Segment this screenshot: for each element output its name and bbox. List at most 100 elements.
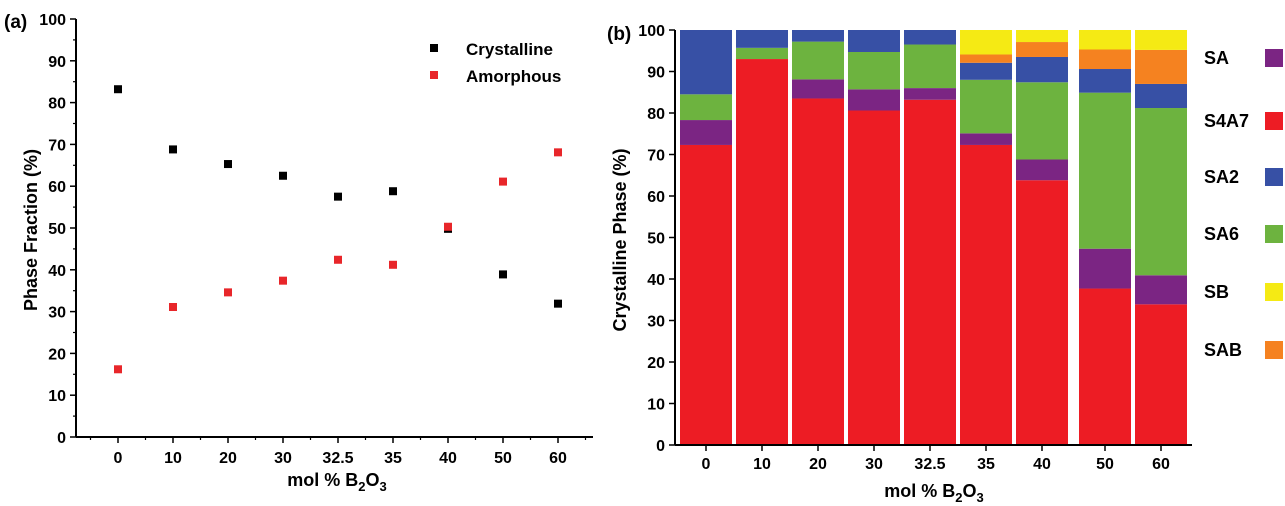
legend-swatch-sb (1265, 283, 1283, 301)
panel-a-x-tick-label: 40 (439, 450, 457, 467)
bar-segment-sa2-60 (1135, 83, 1187, 109)
panel-b-y-tick-label: 70 (647, 148, 665, 165)
panel-a-legend: Crystalline Amorphous (430, 40, 561, 86)
panel-b-y-tick-label: 20 (647, 355, 665, 372)
panel-b-y-axis-label: Crystalline Phase (%) (610, 148, 630, 331)
point-crystalline-30 (279, 171, 287, 180)
point-amorphous-35 (389, 260, 397, 269)
panel-a-x-tick-label: 50 (494, 450, 512, 467)
panel-b-x-tick-label: 50 (1096, 456, 1114, 473)
point-crystalline-32-5 (334, 192, 342, 201)
bar-segment-sa6-0 (680, 94, 732, 121)
panel-b-label: (b) (607, 24, 631, 45)
panel-a-data-points (114, 85, 562, 374)
bar-segment-sa2-32-5 (904, 30, 956, 45)
panel-b-y-tick-label: 40 (647, 272, 665, 289)
bar-segment-s4a7-60 (1135, 304, 1187, 445)
bar-segment-sa2-30 (848, 30, 900, 52)
bar-segment-s4a7-35 (960, 144, 1012, 445)
legend-label-s4a7: S4A7 (1204, 111, 1249, 131)
panel-b-x-tick-label: 32.5 (914, 456, 945, 473)
bar-segment-sa2-0 (680, 30, 732, 95)
panel-b-x-tick-label: 20 (809, 456, 827, 473)
panel-b-x-axis-label: mol % B2O3 (884, 481, 984, 505)
bar-segment-sa6-30 (848, 51, 900, 90)
point-crystalline-10 (169, 145, 177, 154)
legend-label-sa6: SA6 (1204, 224, 1239, 244)
panel-b-x-tick-label: 10 (753, 456, 771, 473)
panel-a-x-axis-label-main: mol % B (287, 470, 358, 490)
panel-b-y-tick-label: 30 (647, 314, 665, 331)
point-amorphous-32-5 (334, 255, 342, 264)
panel-a-y-tick-label: 80 (48, 96, 66, 113)
bar-segment-sab-50 (1079, 49, 1131, 70)
bar-segment-sab-60 (1135, 49, 1187, 84)
legend-label-sa: SA (1204, 48, 1229, 68)
legend-swatch-sa2 (1265, 168, 1283, 186)
panel-a-x-axis-label: mol % B2O3 (287, 470, 387, 494)
panel-a-y-tick-label: 10 (48, 388, 66, 405)
point-crystalline-20 (224, 160, 232, 169)
bar-segment-sab-40 (1016, 42, 1068, 57)
bar-segment-sa6-60 (1135, 108, 1187, 276)
panel-b-x-axis-label-mid: O (963, 481, 977, 501)
panel-a-y-axis-label: Phase Fraction (%) (21, 149, 41, 311)
point-amorphous-40 (444, 222, 452, 231)
panel-a-x-axis-label-sub1: 2 (358, 479, 365, 494)
panel-a-y-tick-label: 30 (48, 305, 66, 322)
panel-a-x-axis-label-sub2: 3 (380, 479, 387, 494)
panel-a-x-tick-label: 10 (164, 450, 182, 467)
bar-segment-sa-32-5 (904, 88, 956, 100)
panel-a-x-tick-label: 30 (274, 450, 292, 467)
point-amorphous-60 (554, 148, 562, 157)
legend-swatch-s4a7 (1265, 112, 1283, 130)
bar-segment-sa6-35 (960, 79, 1012, 134)
panel-b-x-axis-label-sub1: 2 (955, 490, 962, 505)
legend-label-amorphous: Amorphous (466, 67, 561, 86)
panel-a-y-ticks: 0 10 20 30 40 50 60 70 80 90 100 (39, 12, 76, 447)
panel-a-x-axis-label-mid: O (366, 470, 380, 490)
point-crystalline-60 (554, 299, 562, 308)
bar-segment-sa2-40 (1016, 56, 1068, 83)
bar-segment-sab-35 (960, 54, 1012, 63)
bar-segment-s4a7-30 (848, 110, 900, 445)
bar-segment-sa6-50 (1079, 92, 1131, 249)
panel-a-x-tick-label: 20 (219, 450, 237, 467)
panel-a-x-tick-label: 32.5 (322, 450, 353, 467)
bar-segment-sa6-40 (1016, 82, 1068, 160)
panel-b-y-tick-label: 60 (647, 189, 665, 206)
bar-segment-s4a7-0 (680, 144, 732, 445)
panel-b-bars (680, 30, 1187, 446)
panel-b-x-tick-label: 0 (702, 456, 711, 473)
point-amorphous-10 (169, 303, 177, 312)
panel-a-x-tick-label: 35 (384, 450, 402, 467)
bar-segment-sa-35 (960, 133, 1012, 145)
legend-marker-crystalline (430, 44, 438, 52)
panel-a-x-ticks: 0 10 20 30 32.5 35 40 50 60 (89, 437, 587, 467)
legend-label-crystalline: Crystalline (466, 40, 553, 59)
panel-b-x-tick-label: 35 (977, 456, 995, 473)
bar-segment-sa-20 (792, 79, 844, 99)
legend-label-sb: SB (1204, 282, 1229, 302)
panel-a-y-tick-label: 100 (39, 12, 66, 29)
bar-segment-sa-60 (1135, 275, 1187, 305)
panel-b-y-tick-label: 100 (638, 23, 665, 40)
bar-segment-sa2-35 (960, 62, 1012, 80)
legend-swatch-sa (1265, 49, 1283, 67)
panel-a-y-tick-label: 50 (48, 221, 66, 238)
panel-a-x-tick-label: 60 (549, 450, 567, 467)
legend-label-sa2: SA2 (1204, 167, 1239, 187)
bar-segment-sb-35 (960, 30, 1012, 55)
panel-b-x-tick-label: 40 (1033, 456, 1051, 473)
point-amorphous-30 (279, 276, 287, 285)
bar-segment-s4a7-40 (1016, 180, 1068, 446)
panel-b-y-tick-label: 0 (656, 438, 665, 455)
panel-a-y-tick-label: 20 (48, 346, 66, 363)
panel-b-y-tick-label: 90 (647, 65, 665, 82)
bar-segment-sb-60 (1135, 30, 1187, 50)
panel-a-x-tick-label: 0 (114, 450, 123, 467)
bar-segment-sa-40 (1016, 159, 1068, 181)
panel-b-x-ticks: 0 10 20 30 32.5 35 40 50 60 (702, 445, 1170, 473)
